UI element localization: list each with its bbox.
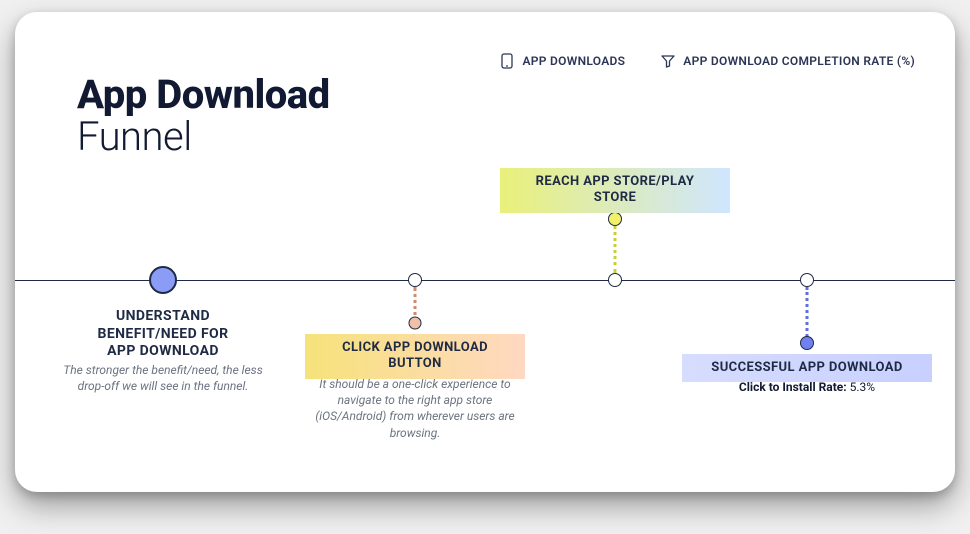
step-desc-understand: The stronger the benefit/need, the less … [58,362,268,394]
branch-node-click-download [409,317,422,330]
step-desc-click-download: It should be a one-click experience to n… [310,376,520,441]
metric-label: Click to Install Rate: [739,380,847,394]
funnel-stage: UNDERSTAND BENEFIT/NEED FOR APP DOWNLOAD… [15,12,955,492]
step-node-successful-download [800,273,814,287]
metric-value: 5.3% [850,380,875,394]
funnel-card: App Download Funnel APP DOWNLOADS APP DO… [15,12,955,492]
step-label-successful-download: SUCCESSFUL APP DOWNLOAD [682,354,932,382]
step-metric-successful-download: Click to Install Rate: 5.3% [739,380,875,394]
step-label-understand: UNDERSTAND BENEFIT/NEED FOR APP DOWNLOAD [58,302,268,367]
step-label-click-download: CLICK APP DOWNLOAD BUTTON [305,334,525,379]
step-node-click-download [408,273,422,287]
step-node-reach-store [608,273,622,287]
branch-node-reach-store [608,212,622,226]
step-node-understand [149,266,177,294]
branch-node-successful-download [800,336,814,350]
connector-reach-store [614,219,617,273]
step-label-reach-store: REACH APP STORE/PLAY STORE [500,168,730,213]
connector-successful-download [806,287,809,343]
